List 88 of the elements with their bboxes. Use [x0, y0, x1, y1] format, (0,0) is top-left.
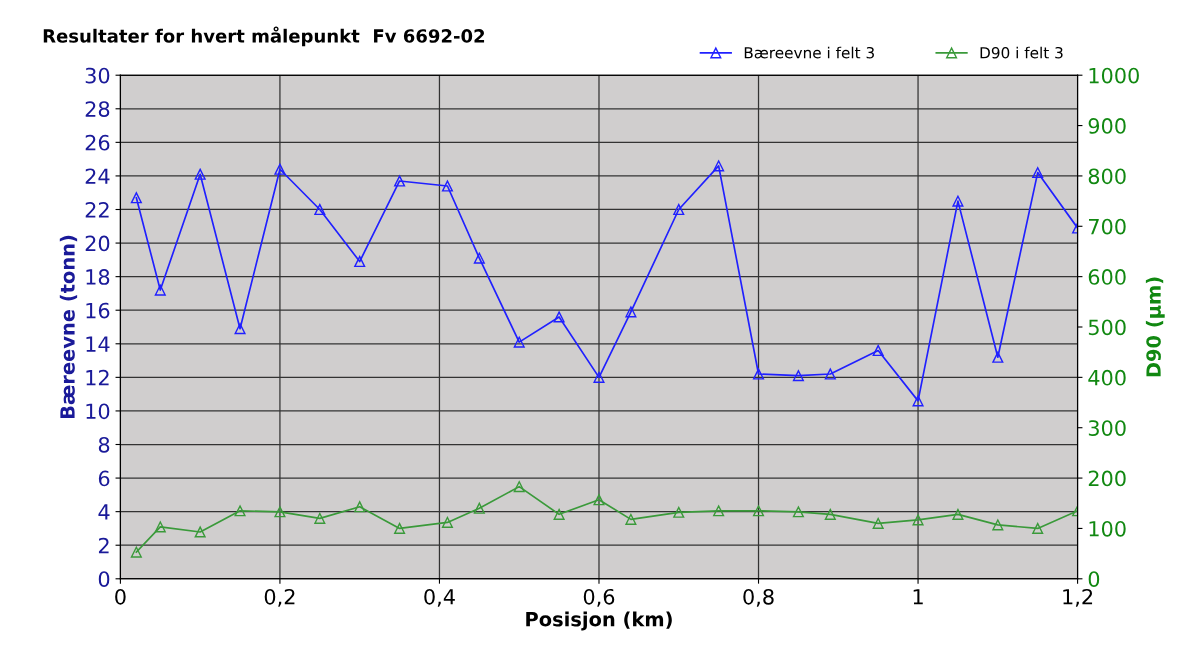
point [625, 513, 637, 525]
y2-tick-label: 300 [1088, 420, 1126, 436]
point [354, 501, 366, 513]
point [314, 512, 326, 524]
point [441, 180, 453, 192]
point [872, 517, 884, 529]
x-tick-label: 0,8 [743, 588, 774, 607]
point [130, 192, 142, 204]
point [992, 519, 1004, 531]
y2-tick-label: 0 [1088, 571, 1100, 587]
legend-label: Bæreevne i felt 3 [744, 46, 874, 59]
point [824, 508, 836, 520]
y2-tick-label: 500 [1088, 319, 1126, 336]
x-tick-label: 0,6 [583, 588, 615, 607]
y-tick-label: 22 [85, 201, 109, 218]
x-tick-label: 0 [115, 588, 126, 605]
point [625, 306, 637, 318]
point [394, 175, 406, 187]
point [952, 508, 964, 520]
y2-tick-label: 800 [1088, 168, 1126, 185]
point [673, 203, 685, 216]
y-axis-title: Bæreevne (tonn) [59, 235, 78, 419]
y-tick-label: 0 [98, 571, 110, 587]
point [872, 344, 884, 357]
point [912, 514, 924, 526]
point [354, 255, 366, 268]
point [673, 506, 685, 518]
point [274, 506, 286, 518]
x-tick-label: 0,2 [264, 588, 295, 607]
y-tick-label: 4 [98, 504, 110, 520]
point [274, 163, 286, 175]
x-axis-title: Posisjon (km) [526, 611, 672, 631]
y-tick-label: 24 [85, 168, 110, 184]
y2-tick-label: 1000 [1089, 67, 1139, 84]
point [194, 168, 206, 180]
point [792, 506, 804, 518]
y-tick-label: 14 [86, 336, 110, 352]
point [553, 311, 565, 323]
y2-axis-title: D90 (µm) [1145, 277, 1165, 377]
y2-tick-label: 700 [1089, 218, 1126, 235]
point [593, 371, 605, 383]
legend-label: D90 i felt 3 [980, 46, 1063, 59]
point [394, 522, 406, 534]
y-tick-label: 6 [98, 470, 110, 487]
y2-tick-label: 100 [1089, 520, 1126, 537]
point [473, 502, 485, 514]
y-tick-label: 10 [86, 403, 110, 420]
point [752, 368, 765, 380]
y-tick-label: 12 [86, 369, 109, 386]
point [553, 508, 565, 520]
y-tick-label: 2 [98, 537, 109, 554]
y-tick-label: 26 [85, 134, 110, 151]
y-tick-label: 16 [86, 302, 110, 319]
y2-tick-label: 600 [1088, 269, 1126, 285]
point [314, 203, 326, 216]
chart-title: Resultater for hvert målepunkt Fv 6692-02 [43, 26, 485, 47]
point [1032, 167, 1044, 179]
y2-tick-label: 400 [1088, 369, 1126, 386]
point [234, 323, 246, 335]
y-tick-label: 28 [85, 101, 110, 117]
point [792, 370, 804, 382]
y-tick-label: 20 [85, 235, 110, 252]
point [593, 494, 605, 506]
point [473, 252, 485, 264]
point [713, 505, 725, 517]
y-tick-label: 18 [86, 269, 110, 285]
point [130, 546, 142, 558]
point [441, 516, 453, 528]
y-tick-label: 8 [98, 436, 110, 453]
point [952, 195, 964, 207]
y2-tick-label: 200 [1088, 470, 1126, 487]
x-tick-label: 0,4 [424, 588, 455, 607]
point [824, 368, 836, 380]
point [154, 284, 166, 296]
x-tick-label: 1,2 [1063, 588, 1093, 607]
point [513, 481, 525, 493]
point [154, 521, 166, 533]
point [752, 505, 765, 517]
y2-tick-label: 900 [1088, 118, 1126, 134]
point [992, 351, 1004, 363]
x-tick-label: 1 [913, 589, 923, 605]
point [513, 336, 525, 348]
point [713, 160, 725, 172]
point [234, 505, 246, 517]
y-tick-label: 30 [85, 67, 110, 84]
point [194, 526, 206, 538]
point [912, 395, 924, 407]
point [1032, 522, 1044, 534]
